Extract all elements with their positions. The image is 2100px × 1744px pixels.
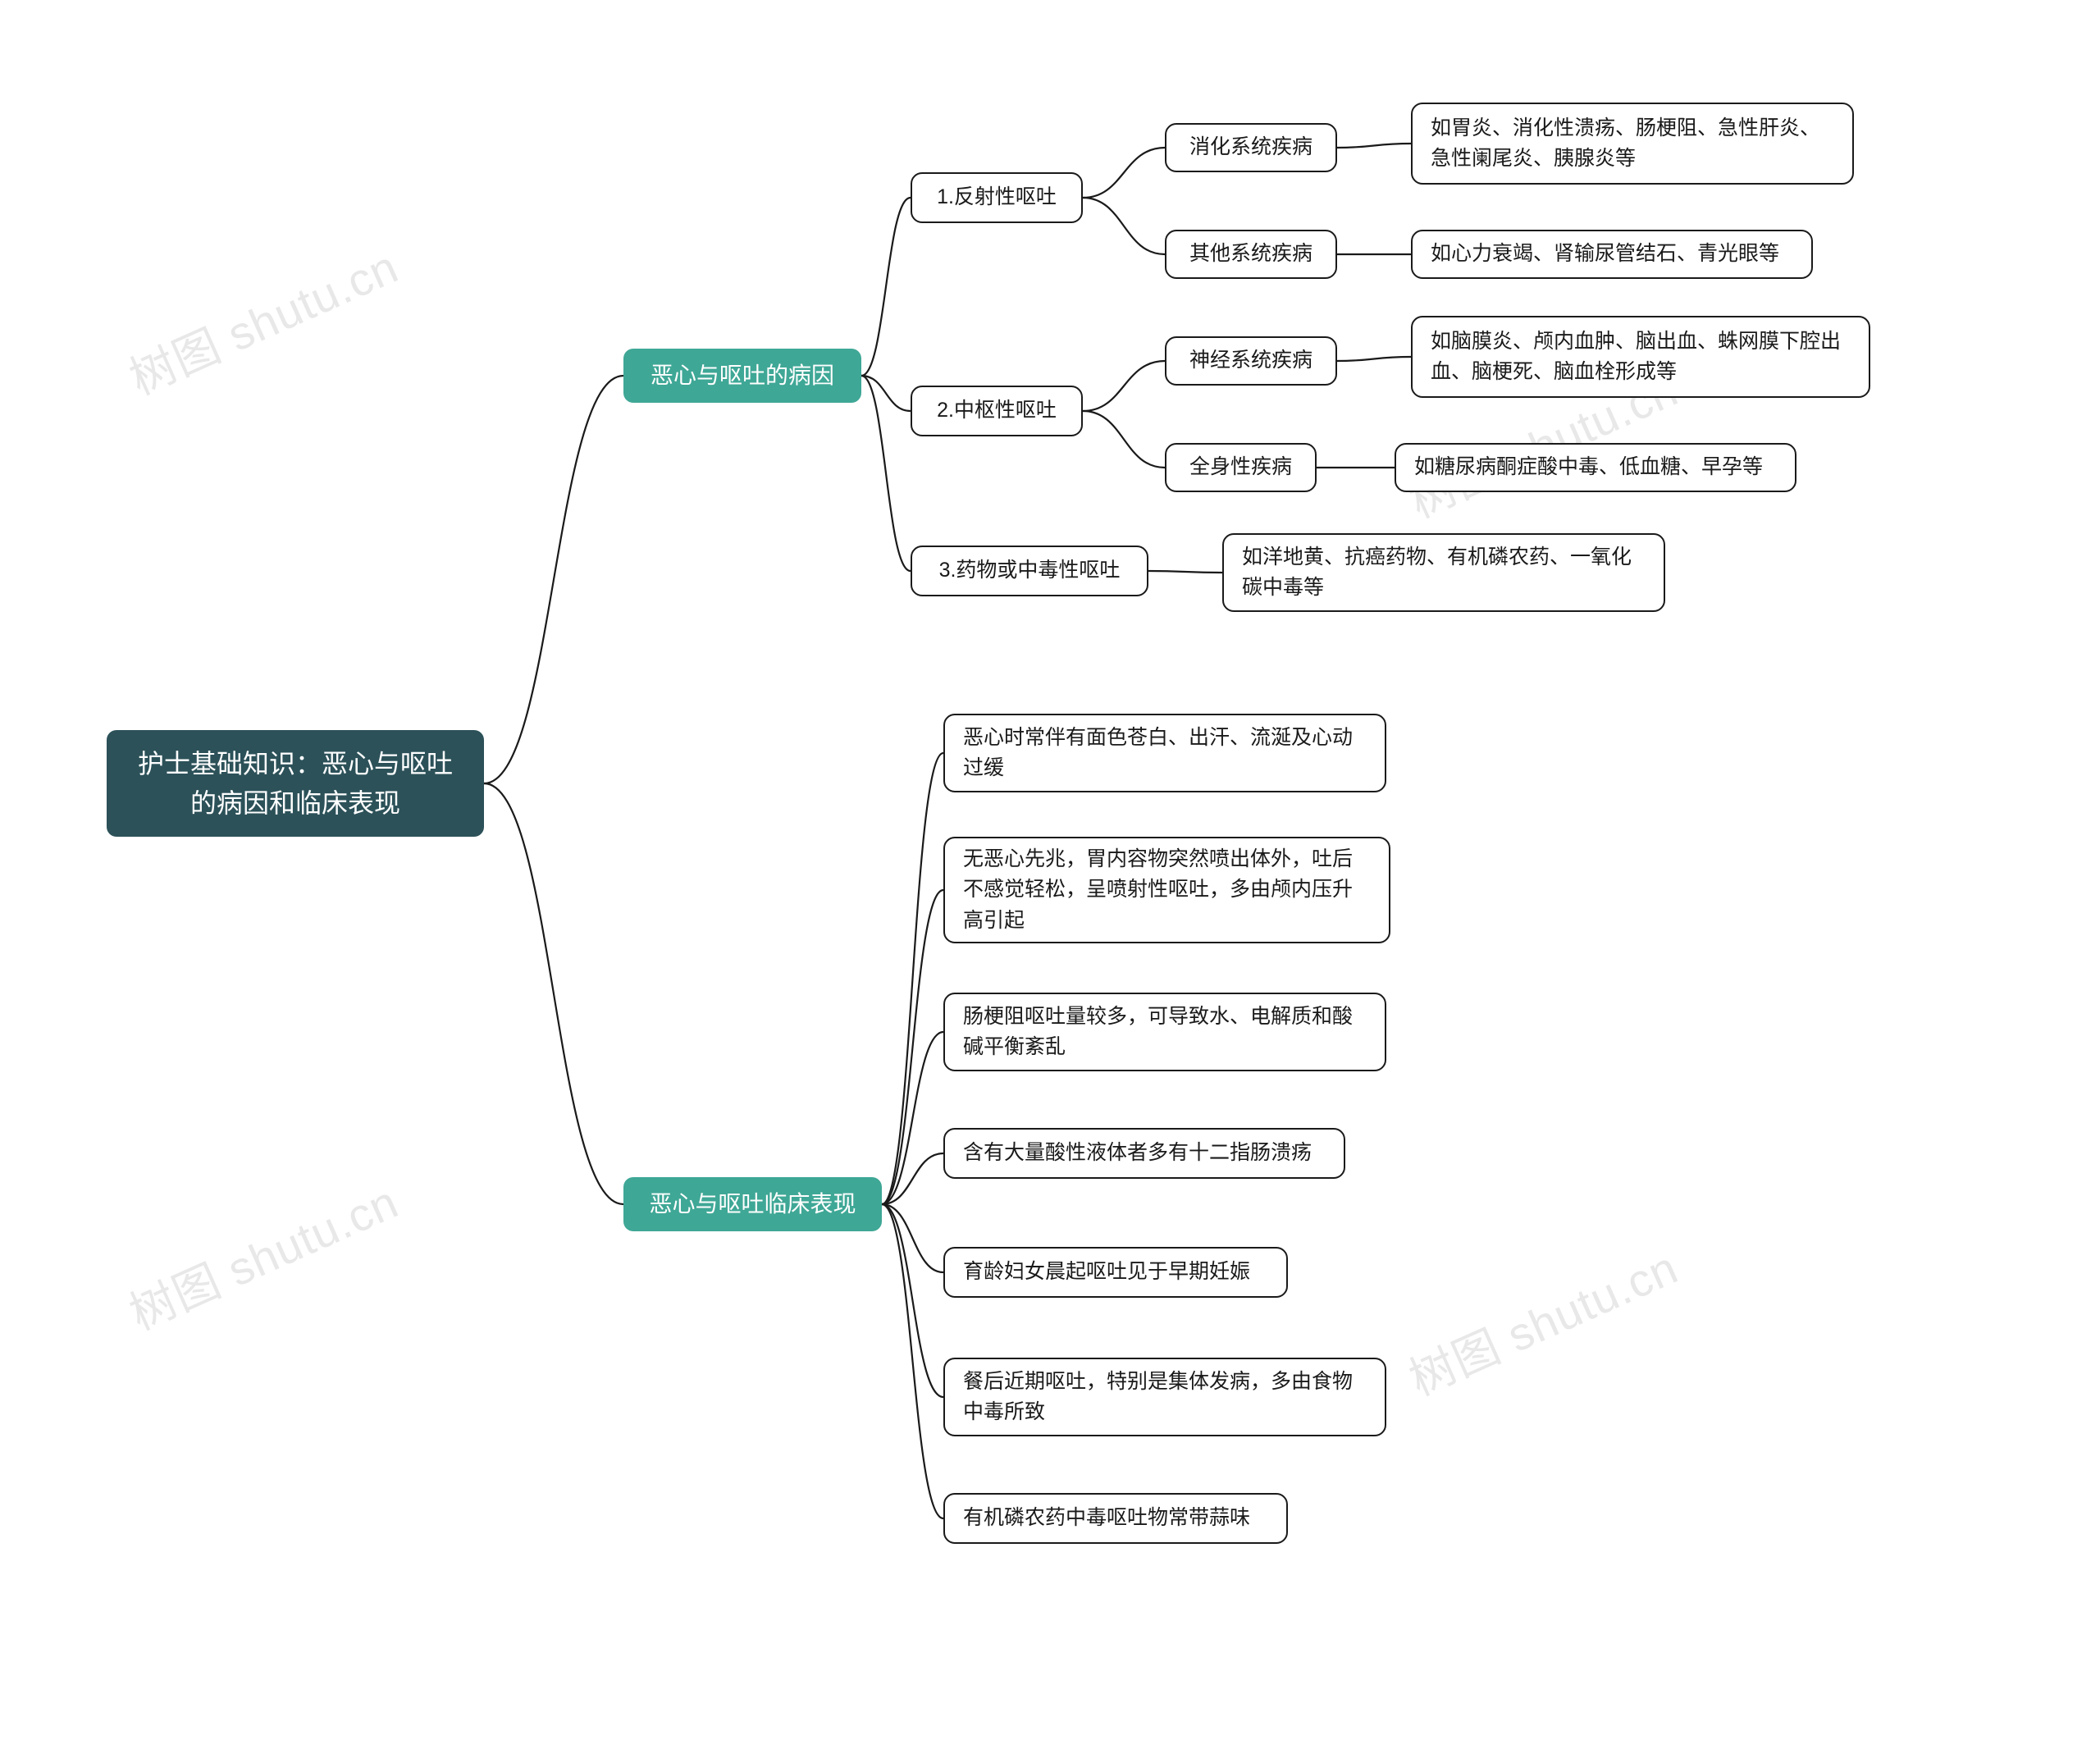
node-clinical-3: 肠梗阻呕吐量较多，可导致水、电解质和酸碱平衡紊乱: [943, 993, 1386, 1071]
branch-clinical: 恶心与呕吐临床表现: [623, 1177, 882, 1231]
node-neuro-disease: 神经系统疾病: [1165, 336, 1337, 386]
node-clinical-1: 恶心时常伴有面色苍白、出汗、流涎及心动过缓: [943, 714, 1386, 792]
node-other-system-detail: 如心力衰竭、肾输尿管结石、青光眼等: [1411, 230, 1813, 279]
node-drug-toxic-detail: 如洋地黄、抗癌药物、有机磷农药、一氧化碳中毒等: [1222, 533, 1665, 612]
node-systemic-detail: 如糖尿病酮症酸中毒、低血糖、早孕等: [1395, 443, 1796, 492]
node-digestive-disease: 消化系统疾病: [1165, 123, 1337, 172]
watermark: 树图 shutu.cn: [1398, 1231, 1687, 1408]
node-clinical-7: 有机磷农药中毒呕吐物常带蒜味: [943, 1493, 1288, 1544]
mindmap-root: 护士基础知识：恶心与呕吐的病因和临床表现: [107, 730, 484, 837]
node-clinical-6: 餐后近期呕吐，特别是集体发病，多由食物中毒所致: [943, 1358, 1386, 1436]
node-clinical-2: 无恶心先兆，胃内容物突然喷出体外，吐后不感觉轻松，呈喷射性呕吐，多由颅内压升高引…: [943, 837, 1390, 943]
node-central-vomit: 2.中枢性呕吐: [911, 386, 1083, 436]
watermark: 树图 shutu.cn: [118, 231, 408, 408]
node-digestive-detail: 如胃炎、消化性溃疡、肠梗阻、急性肝炎、急性阑尾炎、胰腺炎等: [1411, 103, 1854, 185]
node-clinical-4: 含有大量酸性液体者多有十二指肠溃疡: [943, 1128, 1345, 1179]
node-neuro-detail: 如脑膜炎、颅内血肿、脑出血、蛛网膜下腔出血、脑梗死、脑血栓形成等: [1411, 316, 1870, 398]
node-reflex-vomit: 1.反射性呕吐: [911, 172, 1083, 223]
watermark: 树图 shutu.cn: [118, 1166, 408, 1343]
node-other-system-disease: 其他系统疾病: [1165, 230, 1337, 279]
node-drug-toxic-vomit: 3.药物或中毒性呕吐: [911, 546, 1148, 596]
branch-causes: 恶心与呕吐的病因: [623, 349, 861, 403]
node-clinical-5: 育龄妇女晨起呕吐见于早期妊娠: [943, 1247, 1288, 1298]
node-systemic-disease: 全身性疾病: [1165, 443, 1317, 492]
